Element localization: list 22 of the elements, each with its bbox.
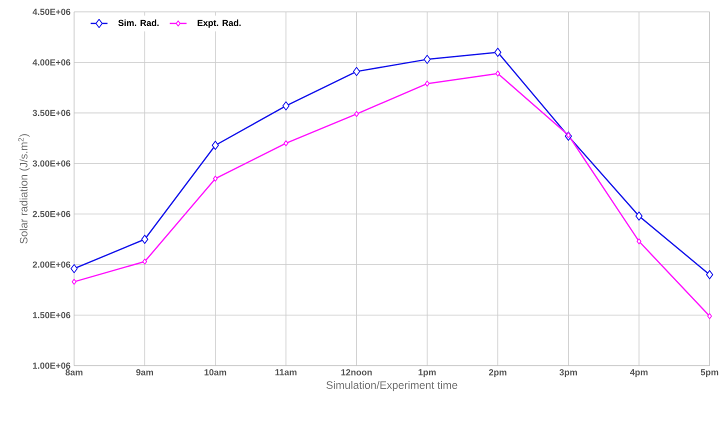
legend-label: Sim. Rad.	[118, 20, 159, 26]
y-tick-label: 4.00E+06	[32, 59, 70, 66]
x-tick-label: 3pm	[559, 369, 577, 378]
x-axis-title: Simulation/Experiment time	[326, 380, 458, 392]
x-tick-label: 4pm	[630, 369, 648, 378]
x-tick-label: 5pm	[700, 369, 718, 378]
y-tick-label: 2.00E+06	[32, 261, 70, 268]
x-tick-label: 1pm	[418, 369, 436, 378]
y-axis-title: Solar radiation (J/s.m$^{2}$)	[18, 134, 30, 244]
x-tick-label: 8am	[66, 369, 82, 376]
y-tick-label: 1.00E+06	[33, 362, 70, 369]
legend-label: Expt. Rad.	[198, 20, 241, 28]
x-tick-label: 10am	[204, 369, 226, 376]
y-tick-label: 2.50E+06	[32, 210, 70, 218]
x-tick-label: 11am	[275, 369, 296, 376]
x-tick-label: 2pm	[488, 369, 506, 378]
y-tick-label: 4.50E+06	[32, 8, 70, 15]
x-tick-label: 9am	[136, 369, 154, 376]
y-tick-label: 1.50E+06	[33, 312, 70, 318]
y-tick-label: 3.50E+06	[32, 110, 70, 116]
x-tick-label: 12noon	[341, 369, 372, 376]
y-tick-label: 3.00E+06	[32, 160, 70, 167]
